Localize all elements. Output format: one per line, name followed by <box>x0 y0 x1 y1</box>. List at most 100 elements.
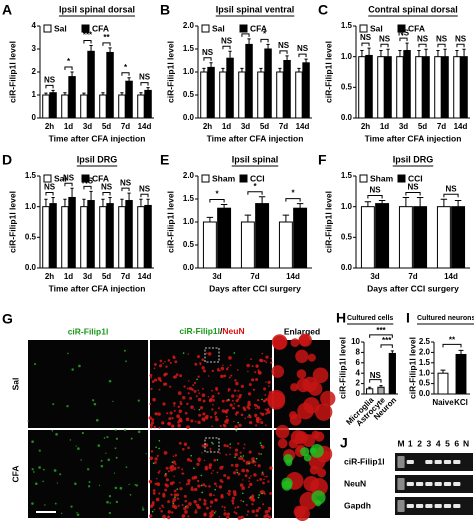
signal-dot <box>153 509 156 511</box>
bar <box>388 352 396 395</box>
x-tick-label: 7d <box>408 272 417 281</box>
signal-dot <box>210 397 213 401</box>
x-tick-label: 7d <box>121 122 130 131</box>
signal-dot <box>231 496 235 500</box>
error-bar <box>221 67 225 72</box>
signal-dot <box>248 462 250 465</box>
x-axis-label: Time after CFA injection <box>365 133 462 143</box>
signal-dot <box>172 466 177 471</box>
signal-dot <box>173 475 175 477</box>
signal-dot <box>208 485 211 488</box>
signal-dot <box>80 459 82 461</box>
signal-dot <box>220 493 224 498</box>
y-tick-label: 1.5 <box>341 171 353 180</box>
y-tick-label: 1.5 <box>183 194 195 203</box>
legend-label: CCI <box>408 173 423 183</box>
gel-band <box>425 504 433 508</box>
lane-label: 1 <box>408 438 413 448</box>
signal-dot <box>253 460 255 462</box>
error-bar <box>458 349 464 355</box>
y-tick-label: 1.5 <box>183 44 195 53</box>
y-axis-label: ciR-Filip1l level <box>323 41 333 103</box>
signal-dot <box>249 482 253 487</box>
signal-dot <box>228 356 232 360</box>
signal-dot <box>251 509 256 514</box>
signal-dot <box>204 485 207 488</box>
signal-dot <box>243 443 246 446</box>
signal-dot <box>162 514 166 519</box>
signal-dot <box>258 452 261 455</box>
gel-band <box>425 460 433 464</box>
error-bar <box>51 196 55 204</box>
signal-dot <box>254 415 257 418</box>
signal-dot <box>224 419 228 424</box>
bar <box>396 56 404 119</box>
signal-dot <box>219 424 222 428</box>
signal-dot <box>247 400 251 404</box>
signal-blob <box>271 365 285 378</box>
signal-dot <box>158 388 161 391</box>
y-tick-label: 0.5 <box>419 379 431 388</box>
signal-dot <box>216 471 219 474</box>
micrograph <box>28 430 148 518</box>
header-part: ciR-Filip1l <box>179 326 220 336</box>
signal-dot <box>162 402 166 406</box>
signal-dot <box>174 454 178 457</box>
panel-letter: B <box>160 2 170 18</box>
bar <box>460 56 468 119</box>
significance-bracket <box>45 191 54 196</box>
signal-dot <box>114 447 117 450</box>
signal-blob <box>296 369 307 379</box>
y-tick-label: 8 <box>356 348 361 357</box>
signal-dot <box>193 475 198 480</box>
signal-dot <box>211 425 214 428</box>
signal-dot <box>38 466 41 469</box>
signal-dot <box>42 480 44 483</box>
signal-dot <box>265 398 268 401</box>
signal-dot <box>251 365 254 368</box>
signal-blob <box>307 353 316 362</box>
signal-dot <box>184 505 187 508</box>
signal-dot <box>209 500 214 504</box>
signal-dot <box>235 381 239 386</box>
x-tick-label: 1d <box>222 122 231 131</box>
x-tick-label: 14d <box>454 122 468 131</box>
bar <box>106 51 114 119</box>
signal-dot <box>153 367 156 370</box>
signal-dot <box>27 420 29 422</box>
signal-dot <box>55 432 58 436</box>
error-bar <box>440 369 446 374</box>
signal-dot <box>188 386 192 391</box>
signal-blob <box>314 403 333 421</box>
signal-dot <box>114 486 118 490</box>
significance-bracket <box>222 45 231 50</box>
signal-dot <box>197 389 200 392</box>
gel-row-label: NeuN <box>344 478 366 488</box>
signal-dot <box>223 424 227 428</box>
error-bar <box>462 48 466 57</box>
signal-dot <box>186 387 189 390</box>
signal-dot <box>151 510 154 513</box>
significance-bracket <box>405 191 421 196</box>
signal-dot <box>181 468 184 471</box>
signal-dot <box>196 462 200 466</box>
error-bar <box>44 198 48 207</box>
signal-dot <box>167 421 172 426</box>
signal-dot <box>209 447 212 450</box>
panel-title: Cultured cells <box>347 315 393 322</box>
signal-dot <box>173 489 177 493</box>
column-header: ciR-Filip1l/NeuN <box>179 326 244 336</box>
error-bar <box>44 92 48 95</box>
signal-dot <box>250 497 254 501</box>
signal-dot <box>219 466 224 470</box>
bar <box>377 386 385 395</box>
x-axis-label: Days after CCI surgery <box>209 283 301 293</box>
signal-dot <box>156 454 159 457</box>
signal-dot <box>232 503 235 505</box>
bar <box>360 206 375 269</box>
bar <box>437 372 449 395</box>
signal-dot <box>106 500 109 504</box>
error-bar <box>285 55 289 61</box>
significance-bracket <box>121 187 130 192</box>
signal-dot <box>201 444 206 448</box>
